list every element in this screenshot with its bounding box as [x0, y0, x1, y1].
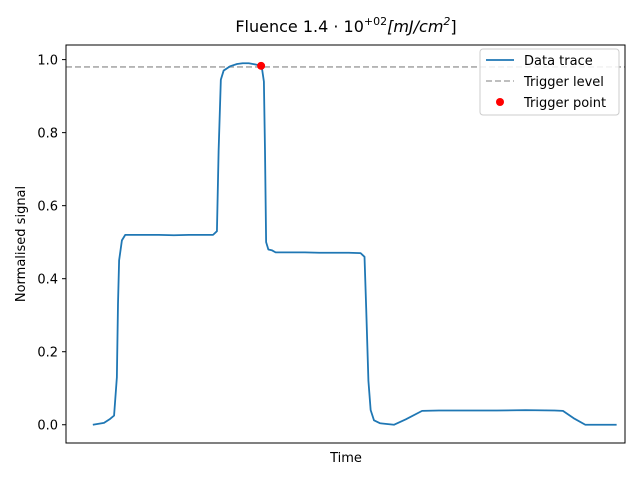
legend-box: [479, 48, 620, 116]
y-tick-label: 0.6: [37, 200, 58, 215]
x-axis-label: Time: [329, 451, 362, 466]
y-tick-label: 0.4: [37, 273, 58, 288]
trigger-point-marker: [257, 61, 266, 70]
legend-trigger-level-label: Trigger level: [523, 75, 604, 90]
y-tick-label: 0.8: [37, 127, 58, 142]
plot-area: [66, 61, 625, 426]
legend-trace-label: Data trace: [524, 54, 593, 69]
legend: Data trace Trigger level Trigger point: [479, 48, 620, 116]
chart-title-unit-exponent: 2: [443, 15, 450, 28]
chart-title-exponent: +02: [364, 15, 387, 28]
plot-frame: [65, 44, 626, 444]
chart-title-main: Fluence 1.4 · 10: [235, 17, 364, 36]
y-tick-label: 1.0: [37, 54, 58, 69]
y-tick-label: 0.0: [37, 419, 58, 434]
data-trace-line: [92, 62, 617, 426]
y-tick-label: 0.2: [37, 346, 58, 361]
y-axis: 0.0 0.2 0.4 0.6 0.8 1.0: [37, 54, 66, 434]
y-axis-label: Normalised signal: [14, 186, 29, 302]
chart-title: Fluence 1.4 · 10+02[mJ/cm2]: [235, 15, 456, 36]
legend-trigger-point-label: Trigger point: [523, 96, 606, 111]
chart-title-close: ]: [450, 17, 456, 36]
chart-title-unit: [mJ/cm: [387, 17, 443, 36]
legend-trigger-point-swatch: [496, 98, 504, 106]
